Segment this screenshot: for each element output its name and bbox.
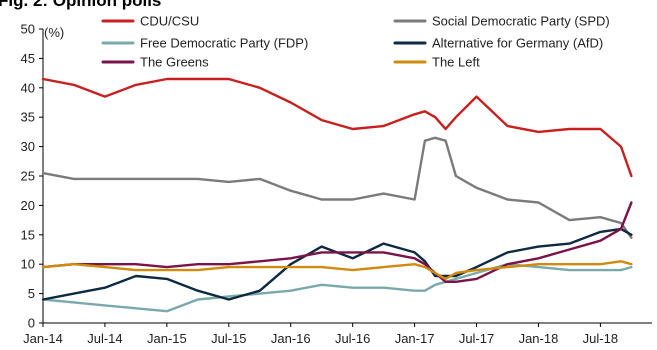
y-tick-label: 5 bbox=[28, 286, 35, 301]
x-tick-label: Jul-17 bbox=[459, 331, 494, 346]
x-tick-label: Jul-14 bbox=[87, 331, 122, 346]
y-unit-label: (%) bbox=[44, 25, 64, 40]
series-line-alternative-for-germany-afd bbox=[41, 227, 633, 301]
series-line-the-greens bbox=[41, 201, 633, 283]
y-tick-label: 20 bbox=[21, 198, 35, 213]
legend: CDU/CSU Social Democratic Party (SPD) Free… bbox=[101, 14, 610, 70]
x-tick-label: Jan-15 bbox=[147, 331, 187, 346]
series-line-the-left bbox=[41, 260, 633, 281]
legend-label: Alternative for Germany (AfD) bbox=[432, 36, 603, 51]
legend-label: CDU/CSU bbox=[140, 14, 199, 29]
x-tick-label: Jan-16 bbox=[271, 331, 311, 346]
y-tick-label: 45 bbox=[21, 51, 35, 66]
x-axis: Jan-14 Jul-14 Jan-15 Jul-15 Jan-16 Jul-16 Jan-… bbox=[23, 322, 652, 346]
y-tick-label: 0 bbox=[28, 316, 35, 331]
y-axis: 0 5 10 15 20 25 30 35 40 45 50 bbox=[21, 22, 44, 331]
x-tick-label: Jul-16 bbox=[335, 331, 370, 346]
series-line-cdu-csu bbox=[41, 77, 633, 178]
y-tick-label: 40 bbox=[21, 80, 35, 95]
x-tick-label: Jan-14 bbox=[23, 331, 63, 346]
x-tick-label: Jul-15 bbox=[211, 331, 246, 346]
legend-label: Free Democratic Party (FDP) bbox=[140, 36, 308, 51]
chart-title: Fig. 2: Opinion polls bbox=[0, 0, 161, 10]
y-tick-label: 50 bbox=[21, 22, 35, 37]
series-line-free-democratic-party-fdp bbox=[41, 263, 633, 313]
y-tick-label: 15 bbox=[21, 227, 35, 242]
y-tick-label: 10 bbox=[21, 257, 35, 272]
legend-label: Social Democratic Party (SPD) bbox=[432, 14, 610, 29]
legend-label: The Greens bbox=[140, 55, 209, 70]
y-tick-label: 30 bbox=[21, 139, 35, 154]
y-tick-label: 25 bbox=[21, 169, 35, 184]
x-tick-label: Jan-17 bbox=[395, 331, 435, 346]
y-tick-label: 35 bbox=[21, 110, 35, 125]
x-tick-label: Jan-18 bbox=[519, 331, 559, 346]
x-tick-label: Jul-18 bbox=[583, 331, 618, 346]
legend-label: The Left bbox=[432, 55, 480, 70]
series-line-social-democratic-party-spd bbox=[41, 136, 633, 239]
plot-area bbox=[41, 77, 633, 313]
